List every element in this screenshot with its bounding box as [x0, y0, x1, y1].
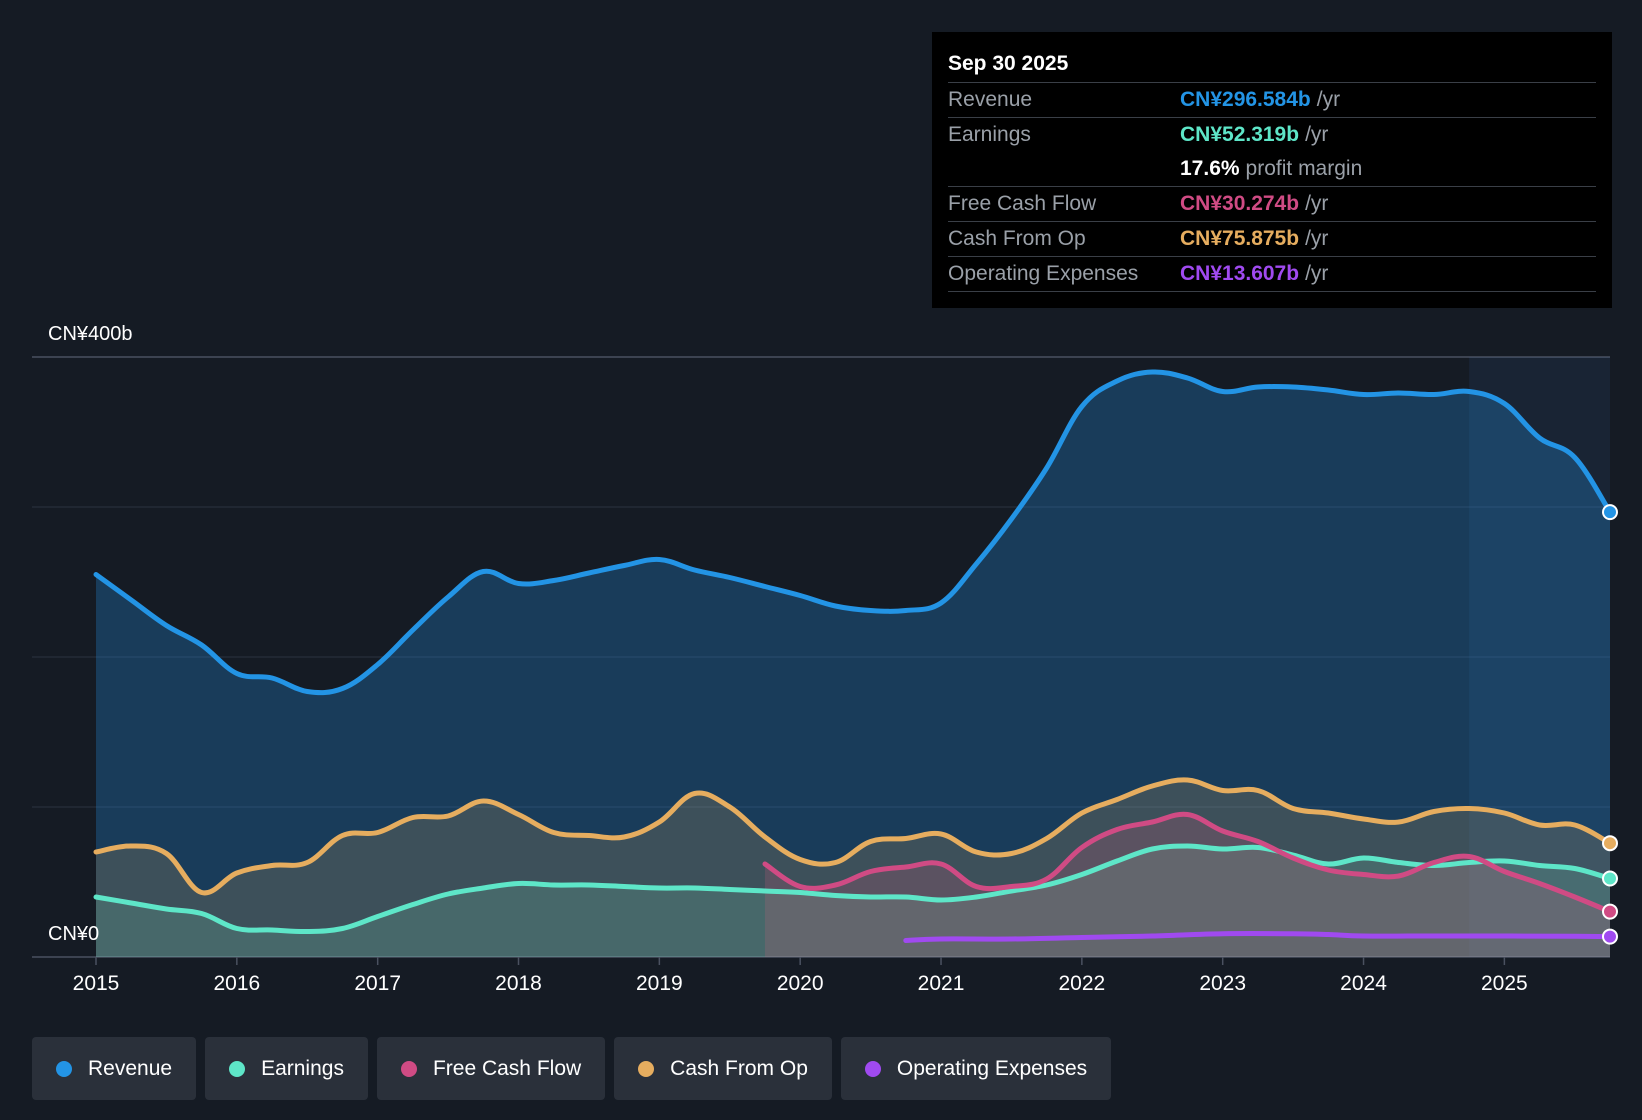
- tooltip-row-operating-expenses: Operating Expenses CN¥13.607b /yr: [948, 257, 1596, 292]
- legend-dot-icon: [56, 1060, 72, 1077]
- earnings-area: [96, 846, 1610, 957]
- tooltip-row-cash-from-op: Cash From Op CN¥75.875b /yr: [948, 222, 1596, 257]
- x-tick-label: 2016: [213, 972, 260, 995]
- x-tick-label: 2021: [918, 972, 965, 995]
- earnings-line: [93, 843, 1613, 935]
- series-endpoints: [1602, 504, 1618, 945]
- y-axis-top-label: CN¥400b: [48, 323, 133, 345]
- x-tick-label: 2022: [1059, 972, 1106, 995]
- cash-from-op-endpoint: [1602, 835, 1618, 852]
- x-tick-label: 2019: [636, 972, 683, 995]
- tooltip-label: Revenue: [948, 88, 1033, 111]
- legend-label: Cash From Op: [670, 1056, 808, 1080]
- tooltip-unit: /yr: [1305, 123, 1329, 146]
- revenue-line: [93, 369, 1613, 696]
- x-tick-label: 2023: [1199, 972, 1246, 995]
- legend-label: Free Cash Flow: [432, 1056, 582, 1080]
- legend-item-operating-expenses[interactable]: Operating Expenses: [840, 1037, 1112, 1100]
- tooltip-label: Operating Expenses: [948, 262, 1139, 285]
- tooltip-value: CN¥13.607b: [1180, 262, 1300, 285]
- tooltip-row-free-cash-flow: Free Cash Flow CN¥30.274b /yr: [948, 187, 1596, 222]
- tooltip-unit: profit margin: [1245, 157, 1363, 180]
- x-tick-label: 2018: [495, 972, 542, 995]
- y-axis-bottom-label: CN¥0: [48, 923, 99, 945]
- legend-dot-icon: [400, 1060, 417, 1077]
- x-tick-label: 2020: [777, 972, 824, 995]
- tooltip-panel: Sep 30 2025 Revenue CN¥296.584b /yr Earn…: [932, 32, 1612, 308]
- tooltip-value: 17.6%: [1180, 157, 1240, 180]
- legend-item-revenue[interactable]: Revenue: [32, 1037, 197, 1100]
- tooltip-value: CN¥75.875b: [1180, 227, 1300, 250]
- series-lines: [93, 369, 1613, 943]
- legend-label: Revenue: [88, 1056, 173, 1080]
- tooltip-unit: /yr: [1305, 192, 1329, 215]
- tooltip-row-earnings: Earnings CN¥52.319b /yr: [948, 118, 1596, 152]
- legend-label: Operating Expenses: [896, 1056, 1088, 1080]
- legend-item-cash-from-op[interactable]: Cash From Op: [614, 1037, 832, 1100]
- past-year-highlight: [1469, 357, 1610, 957]
- free-cash-flow-line: [762, 811, 1613, 915]
- cash-from-op-area: [96, 779, 1610, 957]
- tooltip-value: CN¥52.319b: [1180, 123, 1300, 146]
- tooltip-unit: /yr: [1316, 88, 1341, 111]
- operating-expenses-line: [903, 931, 1613, 943]
- tooltip-unit: /yr: [1305, 227, 1329, 250]
- legend-dot-icon: [638, 1060, 655, 1077]
- tooltip-label: Earnings: [948, 123, 1031, 146]
- legend-dot-icon: [229, 1060, 246, 1077]
- free-cash-flow-area: [764, 814, 1610, 957]
- tooltip-label: Free Cash Flow: [948, 192, 1097, 215]
- legend: Revenue Earnings Free Cash Flow Cash Fro…: [32, 1037, 1112, 1100]
- x-tick-label: 2024: [1340, 972, 1387, 995]
- free-cash-flow-endpoint: [1602, 903, 1618, 920]
- revenue-area: [96, 371, 1610, 957]
- tooltip-row-revenue: Revenue CN¥296.584b /yr: [948, 83, 1596, 118]
- tooltip-row-profit-margin: 17.6% profit margin: [948, 152, 1596, 187]
- earnings-endpoint: [1602, 870, 1618, 887]
- tooltip-value: CN¥30.274b: [1180, 192, 1300, 215]
- x-axis-ticks: 2015 2016 2017 2018 2019 2020 2021 2022 2023 2024…: [73, 957, 1528, 995]
- legend-dot-icon: [864, 1060, 881, 1077]
- tooltip-label: Cash From Op: [948, 227, 1086, 250]
- grid: [32, 356, 1610, 958]
- tooltip-value: CN¥296.584b: [1180, 88, 1311, 111]
- operating-expenses-endpoint: [1602, 928, 1618, 945]
- x-tick-label: 2017: [354, 972, 401, 995]
- x-tick-label: 2025: [1481, 972, 1528, 995]
- x-tick-label: 2015: [73, 972, 120, 995]
- tooltip-unit: /yr: [1305, 262, 1329, 285]
- legend-item-free-cash-flow[interactable]: Free Cash Flow: [376, 1037, 606, 1100]
- revenue-endpoint: [1602, 504, 1618, 521]
- cash-from-op-line: [93, 777, 1613, 896]
- tooltip-date: Sep 30 2025: [948, 50, 1596, 83]
- series-fills: [96, 371, 1610, 957]
- legend-label: Earnings: [261, 1056, 344, 1080]
- legend-item-earnings[interactable]: Earnings: [205, 1037, 368, 1100]
